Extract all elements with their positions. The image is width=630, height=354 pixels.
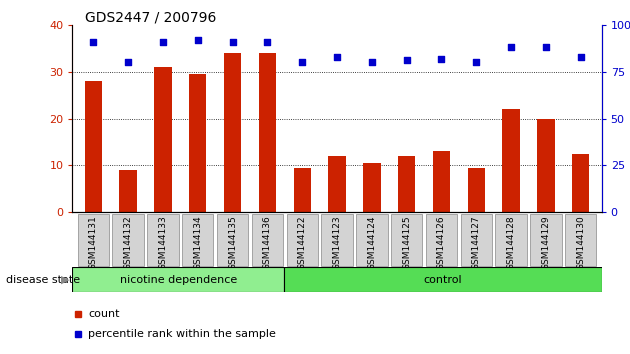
FancyBboxPatch shape (252, 214, 283, 266)
Bar (294, 168, 311, 212)
Point (332, 54, 342, 59)
Bar (224, 53, 241, 212)
Text: GSM144127: GSM144127 (472, 215, 481, 270)
Point (227, 39, 238, 45)
Point (402, 58, 412, 63)
Point (367, 59, 377, 65)
Text: GSM144125: GSM144125 (402, 215, 411, 270)
Point (262, 39, 272, 45)
Point (123, 59, 133, 65)
FancyBboxPatch shape (495, 214, 527, 266)
Bar (84, 81, 102, 212)
Bar (502, 109, 520, 212)
Bar (120, 170, 137, 212)
FancyBboxPatch shape (217, 214, 248, 266)
FancyBboxPatch shape (113, 214, 144, 266)
Text: GSM144124: GSM144124 (367, 215, 376, 270)
Bar (572, 154, 590, 212)
FancyBboxPatch shape (77, 214, 109, 266)
Bar (467, 168, 485, 212)
FancyBboxPatch shape (182, 214, 214, 266)
Point (297, 59, 307, 65)
Text: GSM144122: GSM144122 (298, 215, 307, 270)
FancyBboxPatch shape (530, 214, 561, 266)
FancyBboxPatch shape (565, 214, 597, 266)
Text: control: control (423, 275, 462, 285)
Text: GSM144123: GSM144123 (333, 215, 341, 270)
FancyBboxPatch shape (356, 214, 387, 266)
FancyBboxPatch shape (426, 214, 457, 266)
Bar (154, 67, 171, 212)
Text: GSM144132: GSM144132 (123, 215, 133, 270)
Text: GSM144129: GSM144129 (541, 215, 551, 270)
Point (158, 39, 168, 45)
Text: percentile rank within the sample: percentile rank within the sample (88, 329, 276, 339)
Text: GSM144131: GSM144131 (89, 215, 98, 270)
Bar (284, 267, 602, 292)
FancyBboxPatch shape (461, 214, 492, 266)
Text: ▶: ▶ (61, 275, 69, 285)
Point (193, 37, 203, 42)
Bar (189, 74, 207, 212)
Text: GSM144126: GSM144126 (437, 215, 446, 270)
Bar (328, 156, 346, 212)
Bar (398, 156, 415, 212)
Text: GSM144133: GSM144133 (159, 215, 168, 270)
Bar (363, 163, 381, 212)
Point (576, 54, 586, 59)
Bar (537, 119, 554, 212)
Point (88, 39, 98, 45)
Point (541, 45, 551, 50)
Text: GSM144130: GSM144130 (576, 215, 585, 270)
FancyBboxPatch shape (147, 214, 179, 266)
Point (471, 59, 481, 65)
Bar (72, 267, 284, 292)
Text: GSM144128: GSM144128 (507, 215, 515, 270)
Text: count: count (88, 309, 120, 319)
Bar (433, 152, 450, 212)
FancyBboxPatch shape (287, 214, 318, 266)
Text: nicotine dependence: nicotine dependence (120, 275, 237, 285)
Point (437, 56, 447, 61)
Text: GSM144135: GSM144135 (228, 215, 237, 270)
Bar (259, 53, 276, 212)
Text: GSM144134: GSM144134 (193, 215, 202, 270)
Text: disease state: disease state (6, 275, 81, 285)
FancyBboxPatch shape (391, 214, 422, 266)
FancyBboxPatch shape (321, 214, 353, 266)
Text: GDS2447 / 200796: GDS2447 / 200796 (85, 11, 217, 25)
Point (506, 45, 516, 50)
Text: GSM144136: GSM144136 (263, 215, 272, 270)
